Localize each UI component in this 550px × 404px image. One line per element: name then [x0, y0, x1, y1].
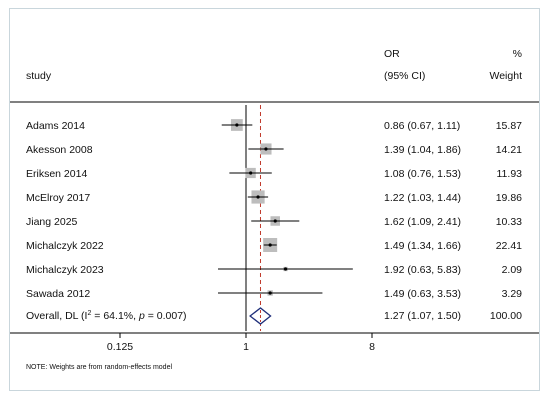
weight-text: 10.33	[496, 216, 522, 228]
header-study: study	[26, 70, 52, 82]
point-estimate	[235, 123, 239, 127]
header-percent: %	[513, 48, 522, 60]
study-label: McElroy 2017	[26, 192, 90, 204]
study-row-0: Adams 2014 0.86 (0.67, 1.11) 15.87	[26, 119, 522, 132]
ci-text: 1.22 (1.03, 1.44)	[384, 192, 461, 204]
overall-label: Overall, DL (I2 = 64.1%, p = 0.007)	[26, 310, 187, 322]
x-tick-label: 8	[369, 341, 375, 353]
x-axis: 0.125 1 8	[107, 332, 375, 353]
header-ci: (95% CI)	[384, 70, 425, 82]
overall-ci-text: 1.27 (1.07, 1.50)	[384, 310, 461, 322]
study-label: Michalczyk 2023	[26, 264, 104, 276]
point-estimate	[273, 219, 277, 223]
point-estimate	[268, 291, 272, 295]
plot-frame	[9, 8, 540, 391]
x-tick-label: 1	[243, 341, 249, 353]
point-estimate	[256, 195, 260, 199]
study-row-3: McElroy 2017 1.22 (1.03, 1.44) 19.86	[26, 190, 522, 204]
x-tick-label: 0.125	[107, 341, 133, 353]
ci-text: 1.08 (0.76, 1.53)	[384, 168, 461, 180]
study-row-6: Michalczyk 2023 1.92 (0.63, 5.83) 2.09	[26, 264, 522, 276]
weight-text: 11.93	[497, 168, 523, 180]
overall-weight-text: 100.00	[490, 310, 522, 322]
study-label: Eriksen 2014	[26, 168, 87, 180]
study-label: Michalczyk 2022	[26, 240, 104, 252]
study-label: Jiang 2025	[26, 216, 78, 228]
point-estimate	[264, 147, 268, 151]
weight-text: 22.41	[496, 240, 522, 252]
ci-text: 1.49 (0.63, 3.53)	[384, 288, 461, 300]
ci-text: 0.86 (0.67, 1.11)	[384, 120, 460, 132]
note-text: NOTE: Weights are from random-effects mo…	[26, 364, 172, 371]
weight-text: 3.29	[502, 288, 523, 300]
weight-text: 2.09	[502, 264, 523, 276]
study-row-5: Michalczyk 2022 1.49 (1.34, 1.66) 22.41	[26, 238, 522, 252]
point-estimate	[249, 171, 253, 175]
study-row-2: Eriksen 2014 1.08 (0.76, 1.53) 11.93	[26, 167, 523, 180]
overall-row: Overall, DL (I2 = 64.1%, p = 0.007) 1.27…	[26, 310, 522, 322]
study-row-1: Akesson 2008 1.39 (1.04, 1.86) 14.21	[26, 143, 522, 156]
study-label: Adams 2014	[26, 120, 85, 132]
ci-text: 1.49 (1.34, 1.66)	[384, 240, 461, 252]
weight-text: 14.21	[496, 144, 522, 156]
study-row-4: Jiang 2025 1.62 (1.09, 2.41) 10.33	[26, 216, 522, 228]
overall-label-sup: 2	[87, 310, 91, 317]
ci-text: 1.39 (1.04, 1.86)	[384, 144, 461, 156]
header-weight: Weight	[490, 70, 523, 82]
point-estimate	[283, 267, 288, 271]
study-label: Sawada 2012	[26, 288, 90, 300]
study-row-7: Sawada 2012 1.49 (0.63, 3.53) 3.29	[26, 288, 522, 300]
point-estimate	[268, 243, 272, 247]
weight-text: 19.86	[496, 192, 522, 204]
study-label: Akesson 2008	[26, 144, 93, 156]
weight-text: 15.87	[496, 120, 522, 132]
ci-text: 1.62 (1.09, 2.41)	[384, 216, 461, 228]
study-rows: Adams 2014 0.86 (0.67, 1.11) 15.87 Akesson …	[26, 105, 522, 331]
ci-text: 1.92 (0.63, 5.83)	[384, 264, 461, 276]
header-or: OR	[384, 48, 400, 60]
